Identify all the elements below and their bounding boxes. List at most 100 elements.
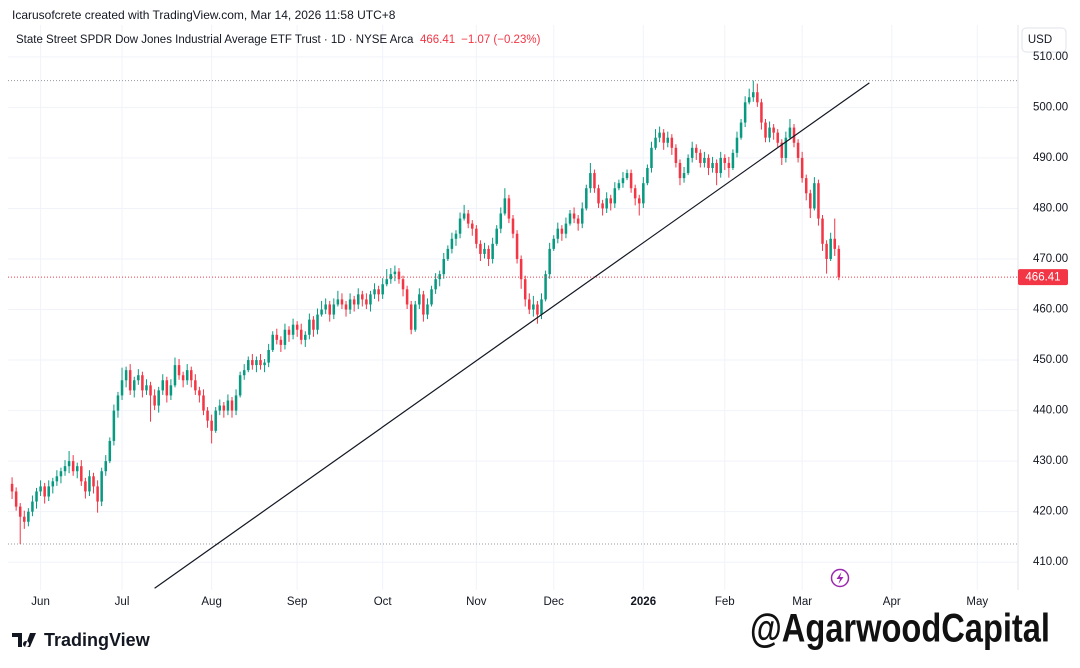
candle-body bbox=[169, 385, 173, 396]
candle-body bbox=[397, 271, 401, 280]
candle-body bbox=[446, 248, 450, 259]
candle-body bbox=[194, 380, 197, 391]
x-tick-label: Sep bbox=[287, 596, 307, 608]
candle-body bbox=[686, 157, 690, 174]
candle-body bbox=[238, 375, 242, 396]
candle-body bbox=[63, 466, 67, 472]
candle-body bbox=[503, 198, 507, 214]
candle-body bbox=[51, 481, 55, 487]
candle-body bbox=[743, 102, 747, 123]
candle-body bbox=[462, 213, 466, 219]
trend-line bbox=[154, 82, 870, 589]
candle-body bbox=[479, 243, 482, 254]
candle-body bbox=[499, 213, 503, 229]
candle-body bbox=[340, 299, 344, 305]
candle-body bbox=[39, 486, 42, 492]
candle-body bbox=[430, 289, 433, 305]
candle-body bbox=[780, 142, 784, 158]
candle-body bbox=[475, 228, 478, 244]
candle-body bbox=[104, 461, 108, 472]
candle-body bbox=[116, 395, 120, 411]
candle-body bbox=[699, 152, 702, 163]
candle-body bbox=[813, 183, 816, 209]
candle-body bbox=[128, 370, 132, 391]
candle-body bbox=[690, 147, 694, 158]
candle-body bbox=[124, 370, 128, 381]
candle-body bbox=[552, 238, 555, 249]
candle-body bbox=[157, 390, 160, 406]
candle-body bbox=[10, 483, 14, 492]
candle-body bbox=[483, 248, 486, 254]
candle-body bbox=[487, 248, 490, 259]
candle-body bbox=[165, 380, 169, 396]
candle-body bbox=[658, 132, 661, 138]
candle-body bbox=[271, 334, 274, 350]
candle-body bbox=[597, 188, 600, 204]
candle-body bbox=[458, 218, 462, 234]
candle-body bbox=[304, 334, 307, 340]
candle-body bbox=[23, 516, 26, 522]
y-tick-label: 500.00 bbox=[1033, 101, 1068, 113]
candle-body bbox=[47, 486, 50, 497]
candle-body bbox=[589, 173, 592, 189]
y-tick-label: 460.00 bbox=[1033, 304, 1068, 316]
candle-body bbox=[605, 198, 608, 209]
candle-body bbox=[739, 122, 743, 138]
candle-body bbox=[210, 420, 213, 431]
candle-body bbox=[413, 304, 417, 330]
watermark: @AgarwoodCapital bbox=[750, 607, 1050, 651]
tradingview-logo[interactable]: TradingView bbox=[12, 630, 151, 650]
candle-body bbox=[202, 395, 205, 411]
candle-body bbox=[75, 466, 79, 472]
candle-body bbox=[59, 471, 63, 477]
candle-body bbox=[247, 360, 250, 371]
candle-body bbox=[405, 289, 409, 305]
candle-body bbox=[804, 178, 808, 194]
grid bbox=[8, 25, 1018, 590]
y-tick-label: 440.00 bbox=[1033, 405, 1068, 417]
candle-body bbox=[120, 380, 124, 396]
candle-body bbox=[71, 461, 75, 472]
candle-body bbox=[259, 360, 262, 366]
x-tick-label: Aug bbox=[201, 596, 221, 608]
y-tick-label: 410.00 bbox=[1033, 556, 1068, 568]
x-tick-label: Feb bbox=[715, 596, 735, 608]
candle-body bbox=[833, 238, 836, 249]
candle-body bbox=[27, 511, 30, 522]
x-tick-label: Oct bbox=[374, 596, 393, 608]
candle-body bbox=[308, 319, 311, 335]
candle-body bbox=[752, 92, 755, 98]
candle-body bbox=[491, 243, 494, 259]
candle-body bbox=[324, 304, 327, 310]
candle-body bbox=[466, 213, 470, 224]
candle-body bbox=[230, 400, 234, 411]
candle-body bbox=[35, 491, 38, 502]
candle-body bbox=[108, 440, 112, 462]
candle-body bbox=[646, 168, 649, 184]
candle-body bbox=[434, 279, 437, 290]
lightning-icon[interactable] bbox=[830, 568, 850, 588]
candle-body bbox=[295, 324, 299, 330]
candle-body bbox=[373, 289, 376, 295]
candle-body bbox=[609, 198, 613, 204]
candle-body bbox=[132, 380, 136, 391]
candle-body bbox=[279, 339, 283, 345]
candle-body bbox=[251, 360, 254, 366]
candle-body bbox=[715, 162, 718, 174]
candle-body bbox=[393, 271, 397, 275]
candle-body bbox=[519, 258, 523, 280]
candle-body bbox=[67, 461, 71, 467]
candle-body bbox=[442, 258, 446, 275]
candle-body bbox=[320, 309, 323, 315]
candle-body bbox=[727, 162, 731, 169]
y-tick-label: 420.00 bbox=[1033, 506, 1068, 518]
candle-body bbox=[719, 157, 722, 174]
candle-body bbox=[837, 248, 841, 278]
candle-body bbox=[580, 208, 584, 224]
candle-body bbox=[112, 410, 116, 441]
candle-body bbox=[695, 147, 698, 153]
currency-box[interactable] bbox=[1021, 27, 1067, 53]
currency[interactable]: USD bbox=[1028, 34, 1052, 46]
